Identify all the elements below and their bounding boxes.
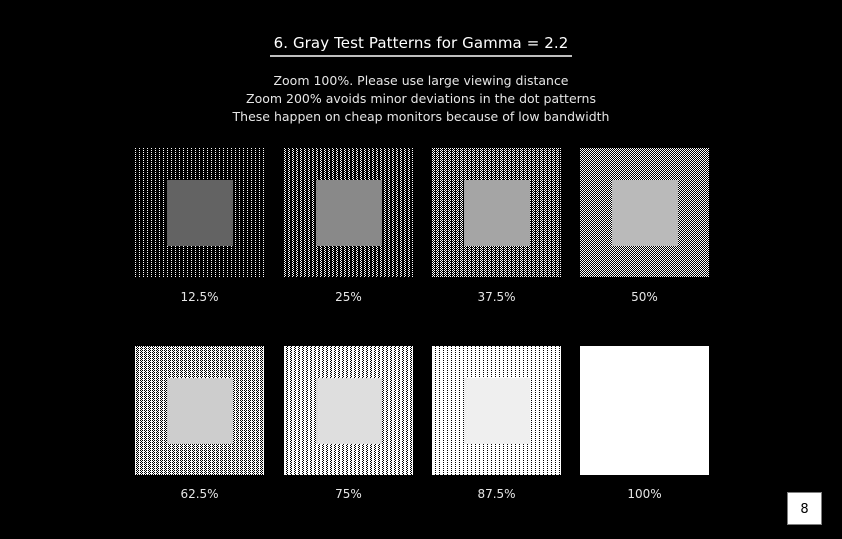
gray-pattern-inner-square [464,378,530,444]
pattern-label: 37.5% [477,290,516,304]
gray-pattern-inner-square [167,180,233,246]
gray-pattern-37-5 [432,148,561,277]
pattern-label: 12.5% [180,290,219,304]
page-title-text: 6. Gray Test Patterns for Gamma = 2.2 [269,34,573,57]
subtitle-block: Zoom 100%. Please use large viewing dist… [0,72,842,126]
gray-pattern-inner-square [612,180,678,246]
gray-pattern-inner-square [316,378,382,444]
gray-pattern-87-5 [432,346,561,475]
gray-pattern-inner-square [612,378,678,444]
gray-pattern-12-5 [135,148,264,277]
gray-pattern-inner-square [316,180,382,246]
gray-pattern-inner-square [167,378,233,444]
gray-pattern-inner-square [464,180,530,246]
pattern-label: 87.5% [477,487,516,501]
page-title: 6. Gray Test Patterns for Gamma = 2.2 [0,34,842,57]
gray-pattern-25 [284,148,413,277]
pattern-label: 75% [335,487,362,501]
pattern-label: 62.5% [180,487,219,501]
subtitle-line-3: These happen on cheap monitors because o… [232,109,610,124]
pattern-label: 100% [627,487,662,501]
subtitle-line-1: Zoom 100%. Please use large viewing dist… [273,73,569,88]
pattern-label: 25% [335,290,362,304]
page-number-badge: 8 [787,492,822,525]
gray-pattern-50 [580,148,709,277]
pattern-label: 50% [631,290,658,304]
gray-pattern-62-5 [135,346,264,475]
subtitle-line-2: Zoom 200% avoids minor deviations in the… [246,91,596,106]
gray-pattern-100 [580,346,709,475]
gray-pattern-75 [284,346,413,475]
